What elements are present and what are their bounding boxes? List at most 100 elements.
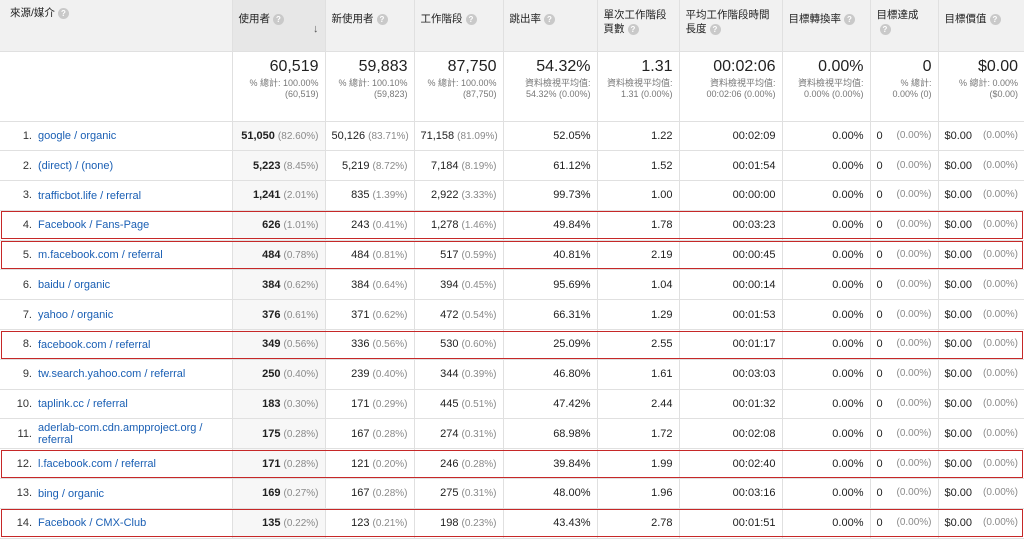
source-medium-link[interactable]: yahoo / organic bbox=[38, 308, 114, 321]
cell-goal-value: $0.00 (0.00%) bbox=[938, 210, 1024, 241]
source-medium-link[interactable]: l.facebook.com / referral bbox=[38, 457, 156, 470]
cell-bounce-rate: 52.05% bbox=[503, 121, 598, 152]
cell-pages-per-session: 1.04 bbox=[597, 269, 680, 301]
cell-new-users: 121 (0.20%) bbox=[325, 448, 415, 480]
source-medium-link[interactable]: facebook.com / referral bbox=[38, 338, 151, 351]
table-row: 5. m.facebook.com / referral 484 (0.78%) 484… bbox=[0, 240, 1024, 271]
cell-goal-completions: 0 (0.00%) bbox=[870, 150, 939, 182]
table-row: 6. baidu / organic 384 (0.62%) 384 (0.64%) 394… bbox=[0, 269, 1024, 301]
help-icon[interactable]: ? bbox=[273, 13, 284, 25]
source-medium-link[interactable]: Facebook / Fans-Page bbox=[38, 219, 150, 232]
cell-sessions: 275 (0.31%) bbox=[414, 478, 504, 509]
cell-source-medium: 5. m.facebook.com / referral bbox=[0, 240, 233, 271]
cell-goal-value: $0.00 (0.00%) bbox=[938, 329, 1024, 360]
cell-pages-per-session: 2.44 bbox=[597, 389, 680, 420]
cell-source-medium: 3. trafficbot.life / referral bbox=[0, 180, 233, 211]
cell-goal-conversion-rate: 0.00% bbox=[782, 389, 871, 420]
header-source-medium[interactable]: 來源/媒介? bbox=[0, 0, 233, 52]
header-pages-per-session[interactable]: 單次工作階段頁數? bbox=[597, 0, 680, 52]
cell-bounce-rate: 47.42% bbox=[503, 389, 598, 420]
cell-pages-per-session: 1.96 bbox=[597, 478, 680, 509]
cell-goal-value: $0.00 (0.00%) bbox=[938, 121, 1024, 152]
source-medium-link[interactable]: baidu / organic bbox=[38, 278, 111, 291]
cell-source-medium: 10. taplink.cc / referral bbox=[0, 389, 233, 420]
help-icon[interactable]: ? bbox=[879, 23, 891, 35]
cell-pages-per-session: 2.55 bbox=[597, 329, 680, 360]
cell-new-users: 371 (0.62%) bbox=[325, 299, 415, 331]
cell-goal-completions: 0 (0.00%) bbox=[870, 180, 939, 211]
cell-goal-value: $0.00 (0.00%) bbox=[938, 478, 1024, 509]
row-index: 3. bbox=[22, 189, 32, 202]
header-goal-completions[interactable]: 目標達成? bbox=[870, 0, 939, 52]
cell-avg-session-duration: 00:01:54 bbox=[679, 150, 783, 182]
help-icon[interactable]: ? bbox=[627, 23, 639, 35]
cell-sessions: 246 (0.28%) bbox=[414, 448, 504, 480]
cell-goal-completions: 0 (0.00%) bbox=[870, 448, 939, 480]
help-icon[interactable]: ? bbox=[544, 13, 555, 25]
cell-users: 175 (0.28%) bbox=[232, 418, 326, 450]
cell-new-users: 50,126 (83.71%) bbox=[325, 121, 415, 152]
cell-avg-session-duration: 00:01:51 bbox=[679, 508, 783, 539]
cell-pages-per-session: 1.78 bbox=[597, 210, 680, 241]
header-sessions[interactable]: 工作階段? bbox=[414, 0, 504, 52]
table-row: 8. facebook.com / referral 349 (0.56%) 336 (0… bbox=[0, 329, 1024, 360]
source-medium-link[interactable]: (direct) / (none) bbox=[38, 159, 114, 172]
source-medium-link[interactable]: tw.search.yahoo.com / referral bbox=[38, 368, 186, 381]
sort-descending-icon[interactable]: ↓ bbox=[313, 23, 319, 35]
cell-avg-session-duration: 00:03:23 bbox=[679, 210, 783, 241]
cell-goal-completions: 0 (0.00%) bbox=[870, 299, 939, 331]
table-header-row: 來源/媒介? ↓ 使用者? 新使用者? 工作階段? 跳出率? 單次工作階段頁數? … bbox=[0, 0, 1024, 52]
header-new-users[interactable]: 新使用者? bbox=[325, 0, 415, 52]
cell-users: 183 (0.30%) bbox=[232, 389, 326, 420]
cell-pages-per-session: 1.72 bbox=[597, 418, 680, 450]
source-medium-link[interactable]: taplink.cc / referral bbox=[38, 398, 128, 411]
cell-goal-value: $0.00 (0.00%) bbox=[938, 269, 1024, 301]
cell-users: 135 (0.22%) bbox=[232, 508, 326, 539]
header-avg-session-duration[interactable]: 平均工作階段時間長度? bbox=[679, 0, 783, 52]
source-medium-link[interactable]: aderlab-com.cdn.ampproject.org / referra… bbox=[38, 421, 203, 446]
cell-bounce-rate: 68.98% bbox=[503, 418, 598, 450]
cell-users: 626 (1.01%) bbox=[232, 210, 326, 241]
row-index: 6. bbox=[22, 278, 32, 291]
cell-bounce-rate: 39.84% bbox=[503, 448, 598, 480]
cell-source-medium: 9. tw.search.yahoo.com / referral bbox=[0, 359, 233, 390]
row-index: 5. bbox=[22, 249, 32, 262]
cell-bounce-rate: 49.84% bbox=[503, 210, 598, 241]
total-avg-session-duration: 00:02:06 資料檢視平均值: 00:02:06 (0.00%) bbox=[679, 51, 783, 122]
source-medium-link[interactable]: bing / organic bbox=[38, 487, 105, 500]
cell-bounce-rate: 25.09% bbox=[503, 329, 598, 360]
header-bounce-rate[interactable]: 跳出率? bbox=[503, 0, 598, 52]
help-icon[interactable]: ? bbox=[989, 13, 1001, 25]
source-medium-link[interactable]: trafficbot.life / referral bbox=[38, 189, 142, 202]
cell-avg-session-duration: 00:02:40 bbox=[679, 448, 783, 480]
help-icon[interactable]: ? bbox=[57, 7, 69, 19]
help-icon[interactable]: ? bbox=[465, 13, 477, 25]
cell-new-users: 243 (0.41%) bbox=[325, 210, 415, 241]
cell-pages-per-session: 2.78 bbox=[597, 508, 680, 539]
header-goal-value[interactable]: 目標價值? bbox=[938, 0, 1024, 52]
header-users[interactable]: ↓ 使用者? bbox=[232, 0, 326, 52]
source-medium-link[interactable]: google / organic bbox=[38, 129, 117, 142]
cell-pages-per-session: 1.22 bbox=[597, 121, 680, 152]
cell-goal-completions: 0 (0.00%) bbox=[870, 359, 939, 390]
help-icon[interactable]: ? bbox=[376, 13, 388, 25]
header-goal-conversion-rate[interactable]: 目標轉換率? bbox=[782, 0, 871, 52]
cell-source-medium: 12. l.facebook.com / referral bbox=[0, 448, 233, 480]
cell-pages-per-session: 2.19 bbox=[597, 240, 680, 271]
table-row: 14. Facebook / CMX-Club 135 (0.22%) 123 (0.21… bbox=[0, 508, 1024, 539]
cell-goal-conversion-rate: 0.00% bbox=[782, 269, 871, 301]
source-medium-link[interactable]: Facebook / CMX-Club bbox=[38, 517, 147, 530]
total-sessions: 87,750% 總計: 100.00% (87,750) bbox=[414, 51, 504, 122]
help-icon[interactable]: ? bbox=[709, 23, 721, 35]
help-icon[interactable]: ? bbox=[844, 13, 855, 25]
total-goal-completions: 0% 總計: 0.00% (0) bbox=[870, 51, 939, 122]
cell-goal-completions: 0 (0.00%) bbox=[870, 210, 939, 241]
cell-new-users: 123 (0.21%) bbox=[325, 508, 415, 539]
cell-users: 5,223 (8.45%) bbox=[232, 150, 326, 182]
table-row: 13. bing / organic 169 (0.27%) 167 (0.28%) 275… bbox=[0, 478, 1024, 509]
cell-goal-conversion-rate: 0.00% bbox=[782, 299, 871, 331]
source-medium-link[interactable]: m.facebook.com / referral bbox=[38, 249, 163, 262]
row-index: 2. bbox=[22, 159, 32, 172]
cell-users: 51,050 (82.60%) bbox=[232, 121, 326, 152]
table-row: 11. aderlab-com.cdn.ampproject.org / refe… bbox=[0, 418, 1024, 450]
